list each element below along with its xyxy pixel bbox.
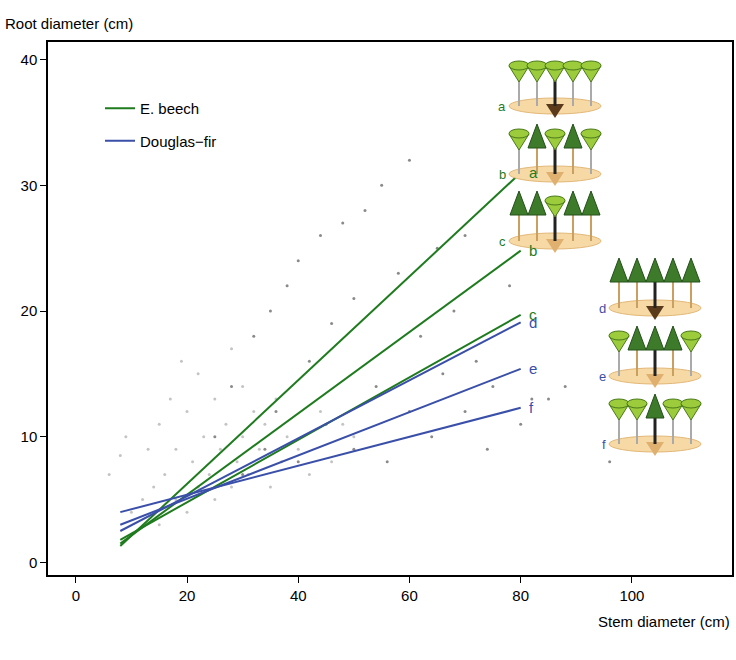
svg-text:a: a xyxy=(529,164,538,181)
svg-text:c: c xyxy=(499,234,506,249)
svg-text:f: f xyxy=(529,399,534,416)
svg-text:80: 80 xyxy=(512,587,529,604)
svg-text:d: d xyxy=(529,314,537,331)
svg-text:0: 0 xyxy=(29,554,37,571)
svg-text:60: 60 xyxy=(401,587,418,604)
svg-text:Root diameter (cm): Root diameter (cm) xyxy=(5,15,133,32)
svg-text:b: b xyxy=(499,167,506,182)
svg-text:40: 40 xyxy=(21,51,38,68)
svg-text:0: 0 xyxy=(72,587,80,604)
svg-text:d: d xyxy=(599,301,606,316)
svg-text:E. beech: E. beech xyxy=(140,100,199,117)
svg-text:a: a xyxy=(498,99,506,114)
svg-text:e: e xyxy=(599,369,606,384)
svg-text:b: b xyxy=(529,242,537,259)
svg-text:20: 20 xyxy=(179,587,196,604)
svg-text:10: 10 xyxy=(21,428,38,445)
svg-text:f: f xyxy=(602,437,606,452)
svg-text:Stem diameter (cm): Stem diameter (cm) xyxy=(598,613,730,630)
svg-text:30: 30 xyxy=(21,177,38,194)
svg-text:100: 100 xyxy=(619,587,644,604)
svg-text:c: c xyxy=(529,306,537,323)
svg-text:e: e xyxy=(529,360,537,377)
svg-text:Douglas−fir: Douglas−fir xyxy=(140,133,216,150)
svg-text:40: 40 xyxy=(290,587,307,604)
svg-text:20: 20 xyxy=(21,302,38,319)
